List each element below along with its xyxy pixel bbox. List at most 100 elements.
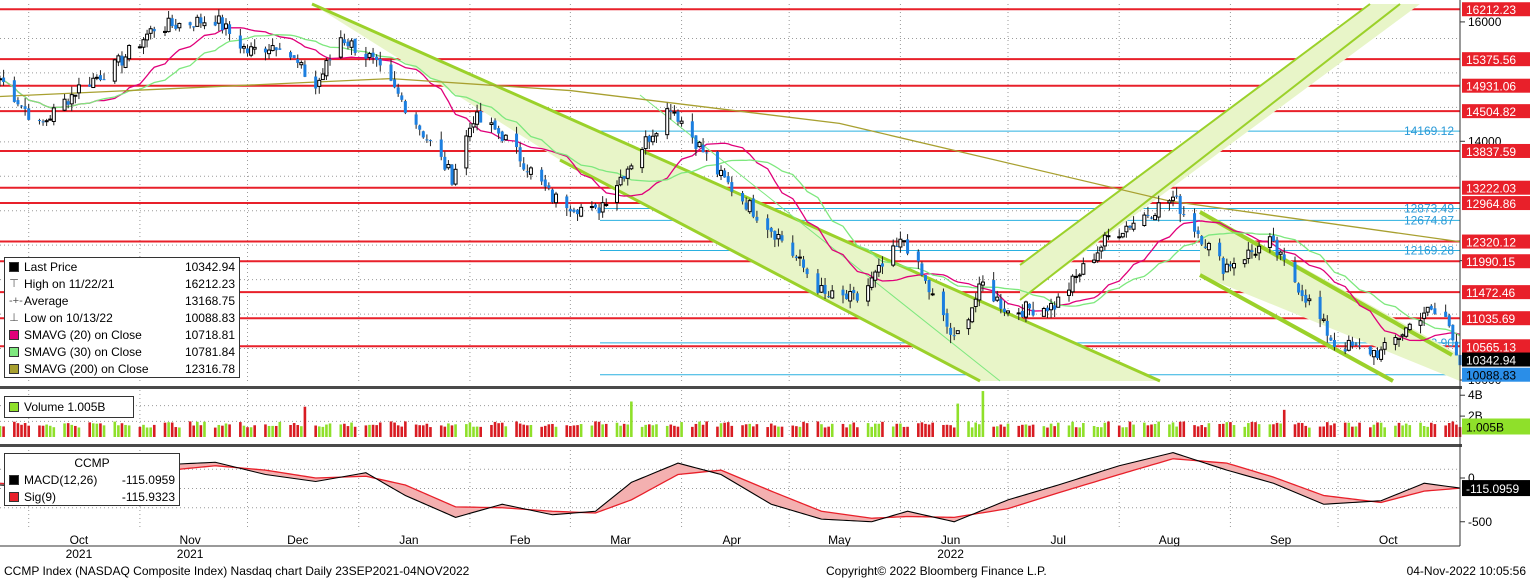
panel-separator [0, 386, 1462, 389]
candle-body [1400, 334, 1405, 337]
volume-bar [1268, 424, 1272, 437]
candle-body [924, 275, 928, 281]
candle-body [1397, 337, 1402, 341]
volume-bar [213, 427, 217, 437]
volume-bar [429, 427, 432, 437]
sma30-line [0, 34, 1461, 337]
candle-body [1329, 337, 1333, 341]
volume-bar [701, 424, 705, 437]
legend-swatch [9, 346, 19, 357]
channel-line-up-upper [1019, 3, 1401, 301]
volume-bar [1318, 426, 1322, 437]
candle-body [163, 30, 168, 33]
volume-bar [1455, 424, 1458, 437]
candle-body [1454, 341, 1458, 356]
volume-bar [1225, 422, 1229, 437]
candle-body [1182, 214, 1186, 216]
candle-body [188, 22, 192, 26]
volume-bar [1024, 424, 1028, 437]
volume-bar [647, 424, 651, 437]
candle-body [1045, 307, 1049, 312]
candle-body [120, 55, 124, 66]
panel-separator [0, 444, 1462, 447]
volume-bar [630, 401, 633, 437]
volume-bar [1293, 424, 1297, 437]
volume-bar [1300, 423, 1304, 437]
macd-tick-label: -500 [1468, 515, 1492, 529]
candle-body [1081, 263, 1086, 275]
volume-bar [1125, 427, 1128, 437]
channel-mid-line [639, 94, 1001, 382]
candle-body [349, 40, 354, 48]
candle-body [375, 56, 379, 60]
candle-body [1293, 261, 1297, 283]
volume-bar [1056, 422, 1060, 437]
candle-body [855, 293, 859, 301]
candle-body [1120, 232, 1125, 238]
candle-body [916, 251, 920, 262]
sma20-line [0, 27, 1461, 342]
candle-body [296, 59, 300, 63]
volume-bar [1200, 425, 1204, 437]
footer-timestamp: 04-Nov-2022 10:05:56 [1406, 564, 1526, 578]
candle-body [367, 53, 372, 58]
volume-bar [999, 424, 1003, 437]
price-tag-label: 12320.12 [1466, 236, 1516, 250]
price-tag [1462, 196, 1530, 211]
candle-body [1196, 230, 1200, 235]
candle-body [730, 182, 734, 192]
candle-body [1404, 327, 1409, 337]
candle-body [503, 134, 508, 141]
candle-body [91, 77, 96, 89]
price-tag [1462, 234, 1530, 249]
price-tag-label: 15375.56 [1466, 53, 1516, 67]
volume-bar [841, 423, 845, 437]
volume-bar [45, 424, 48, 437]
level-inline-label: 14169.12 [1404, 124, 1454, 138]
volume-bar [741, 425, 744, 437]
x-tick-label: Sep [1270, 533, 1292, 547]
volume-bar [117, 425, 120, 437]
volume-bar [1103, 422, 1107, 437]
volume-bar [569, 425, 572, 437]
volume-bar [1333, 423, 1336, 437]
candle-body [600, 202, 605, 213]
volume-bar [16, 423, 20, 437]
volume-bar [769, 423, 773, 437]
candle-body [823, 284, 827, 294]
candle-body [1221, 258, 1225, 274]
candle-body [1354, 343, 1358, 345]
candle-body [540, 169, 544, 182]
candle-body [116, 55, 121, 63]
volume-bar [576, 425, 579, 437]
legend-row-last-price: Last Price 10342.94 [5, 258, 239, 275]
candle-body [676, 111, 680, 122]
volume-bar [823, 427, 827, 437]
candle-body [1307, 298, 1312, 302]
volume-bar [475, 426, 479, 437]
sma200-line [0, 77, 1461, 243]
volume-bar [1369, 427, 1372, 437]
volume-bar [325, 424, 328, 437]
candle-body [952, 335, 956, 337]
volume-bar [981, 391, 985, 437]
candle-body [797, 256, 802, 259]
candle-body [1203, 246, 1207, 248]
volume-bar [314, 425, 317, 437]
volume-bar [881, 421, 884, 437]
candle-body [274, 47, 278, 51]
x-tick-label: Apr [722, 533, 741, 547]
candle-body [148, 28, 153, 34]
x-tick-label: May [828, 533, 851, 547]
candle-body [464, 135, 469, 169]
volume-bar [292, 423, 296, 437]
volume-bar [917, 423, 920, 437]
candle-body [891, 245, 896, 266]
volume-bar [425, 423, 429, 437]
footer-description: CCMP Index (NASDAQ Composite Index) Nasd… [4, 564, 470, 578]
price-tag-label: 11035.69 [1466, 312, 1515, 326]
volume-bar [264, 424, 267, 437]
candle-body [263, 48, 267, 53]
candle-body [1095, 252, 1100, 262]
volume-bar [421, 425, 425, 437]
